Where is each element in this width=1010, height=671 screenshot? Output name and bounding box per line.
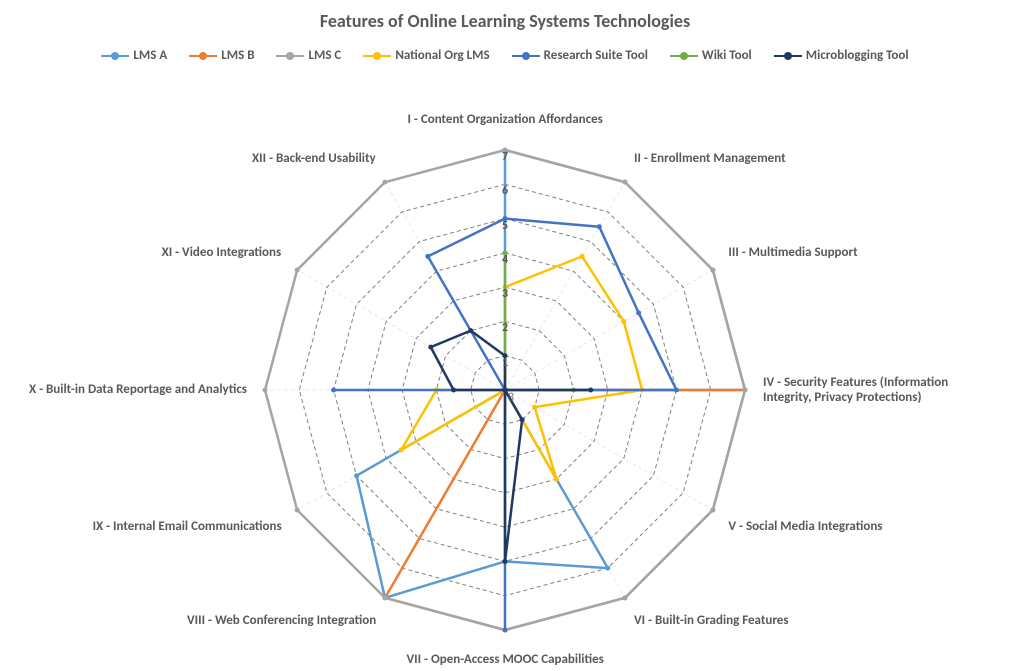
tick-label: 5 [502, 219, 508, 233]
axis-label: IV - Security Features (Information Inte… [763, 375, 983, 406]
axis-label: VI - Built-in Grading Features [634, 613, 789, 629]
axis-label: IX - Internal Email Communications [93, 519, 282, 535]
axis-label: II - Enrollment Management [634, 151, 786, 167]
tick-label: 2 [502, 321, 508, 335]
axis-label: V - Social Media Integrations [728, 519, 882, 535]
radar-chart-container: Features of Online Learning Systems Tech… [0, 0, 1010, 671]
tick-label: 3 [502, 287, 508, 301]
radar-chart-svg [0, 0, 1010, 671]
tick-label: 1 [502, 356, 508, 370]
axis-label: I - Content Organization Affordances [408, 112, 603, 128]
tick-label: 7 [502, 150, 508, 164]
axis-label: XII - Back-end Usability [252, 151, 376, 167]
axis-label: VII - Open-Access MOOC Capabilities [407, 652, 604, 668]
tick-label: 6 [502, 184, 508, 198]
tick-label: 8 [508, 391, 514, 405]
axis-label: VIII - Web Conferencing Integration [187, 613, 376, 629]
axis-label: III - Multimedia Support [728, 245, 857, 261]
axis-label: X - Built-in Data Reportage and Analytic… [29, 382, 247, 398]
axis-label: XI - Video Integrations [162, 245, 282, 261]
tick-label: 4 [502, 253, 508, 267]
